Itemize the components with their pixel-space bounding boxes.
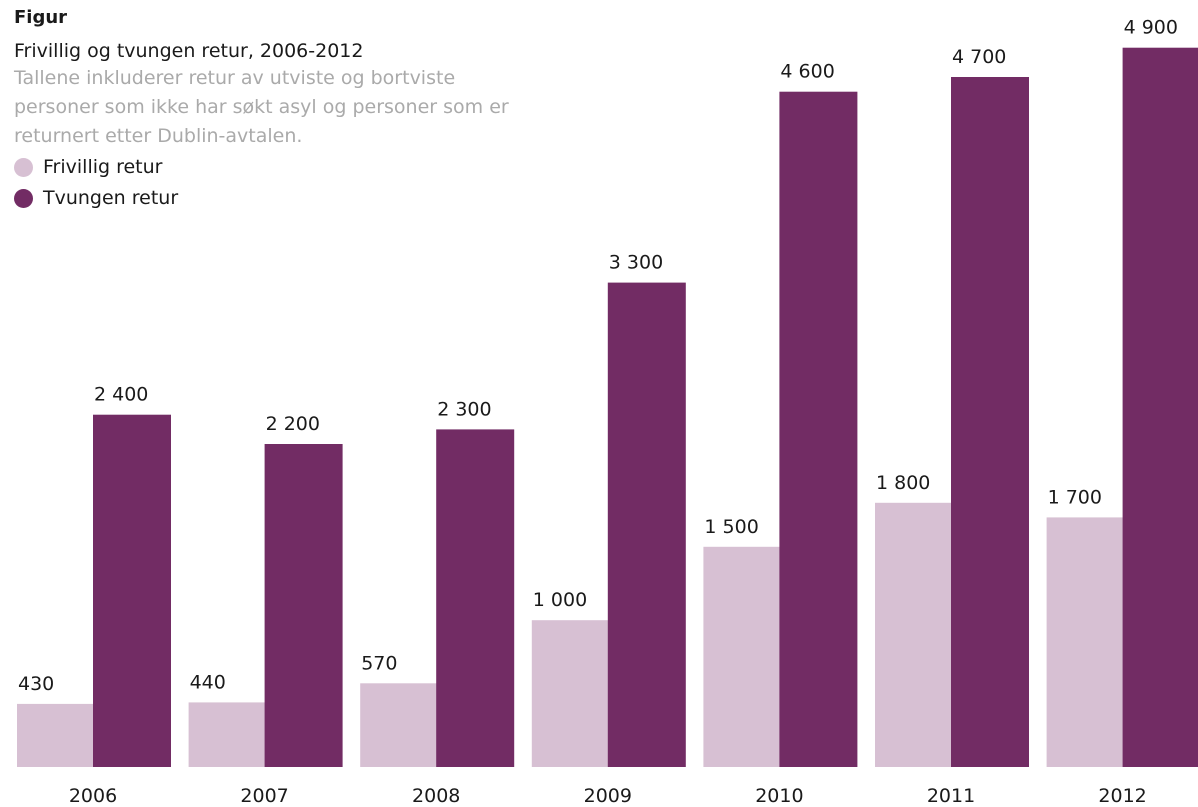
value-label-frivillig-retur-2006: 430 [18, 673, 54, 695]
value-label-tvungen-retur-2008: 2 300 [437, 398, 491, 420]
bar-tvungen-retur-2006 [93, 414, 171, 767]
value-label-frivillig-retur-2008: 570 [361, 652, 397, 674]
x-tick-label-2010: 2010 [755, 785, 803, 807]
x-tick-label-2006: 2006 [69, 785, 117, 807]
x-tick-label-2012: 2012 [1098, 785, 1146, 807]
bar-tvungen-retur-2009 [607, 282, 686, 767]
value-label-frivillig-retur-2010: 1 500 [704, 516, 758, 538]
legend-item-tvungen: Tvungen retur [14, 183, 514, 214]
bar-frivillig-retur-2011 [875, 502, 953, 767]
chart-header: Figur Frivillig og tvungen retur, 2006-2… [14, 6, 514, 214]
value-label-frivillig-retur-2009: 1 000 [533, 589, 587, 611]
chart-subtitle: Tallene inkluderer retur av utviste og b… [14, 67, 509, 147]
x-tick-label-2009: 2009 [584, 785, 632, 807]
bar-frivillig-retur-2008 [360, 683, 439, 767]
legend-item-frivillig: Frivillig retur [14, 152, 514, 183]
chart-title: Frivillig og tvungen retur, 2006-2012 [14, 40, 364, 62]
bar-tvungen-retur-2008 [436, 429, 515, 767]
figure-kicker: Figur [14, 7, 68, 28]
legend-swatch-tvungen [14, 189, 33, 208]
bar-frivillig-retur-2007 [188, 702, 267, 767]
x-tick-label-2011: 2011 [927, 785, 975, 807]
x-tick-label-2007: 2007 [240, 785, 288, 807]
bar-frivillig-retur-2009 [531, 620, 610, 767]
bar-frivillig-retur-2010 [703, 546, 782, 767]
bar-frivillig-retur-2006 [17, 703, 95, 767]
bar-frivillig-retur-2012 [1046, 517, 1125, 767]
value-label-tvungen-retur-2010: 4 600 [780, 61, 834, 83]
value-label-tvungen-retur-2007: 2 200 [266, 413, 320, 435]
bar-tvungen-retur-2007 [264, 444, 343, 767]
value-label-tvungen-retur-2012: 4 900 [1124, 17, 1178, 39]
bar-tvungen-retur-2012 [1122, 47, 1198, 767]
legend: Frivillig retur Tvungen retur [14, 152, 514, 214]
bar-tvungen-retur-2010 [779, 91, 858, 767]
value-label-frivillig-retur-2007: 440 [190, 671, 226, 693]
value-label-tvungen-retur-2011: 4 700 [952, 46, 1006, 68]
value-label-frivillig-retur-2011: 1 800 [876, 472, 930, 494]
x-tick-label-2008: 2008 [412, 785, 460, 807]
value-label-frivillig-retur-2012: 1 700 [1048, 486, 1102, 508]
legend-label-frivillig: Frivillig retur [43, 156, 163, 178]
bar-tvungen-retur-2011 [951, 77, 1029, 767]
value-label-tvungen-retur-2009: 3 300 [609, 252, 663, 274]
legend-swatch-frivillig [14, 158, 33, 177]
value-label-tvungen-retur-2006: 2 400 [94, 384, 148, 406]
legend-label-tvungen: Tvungen retur [43, 187, 179, 209]
